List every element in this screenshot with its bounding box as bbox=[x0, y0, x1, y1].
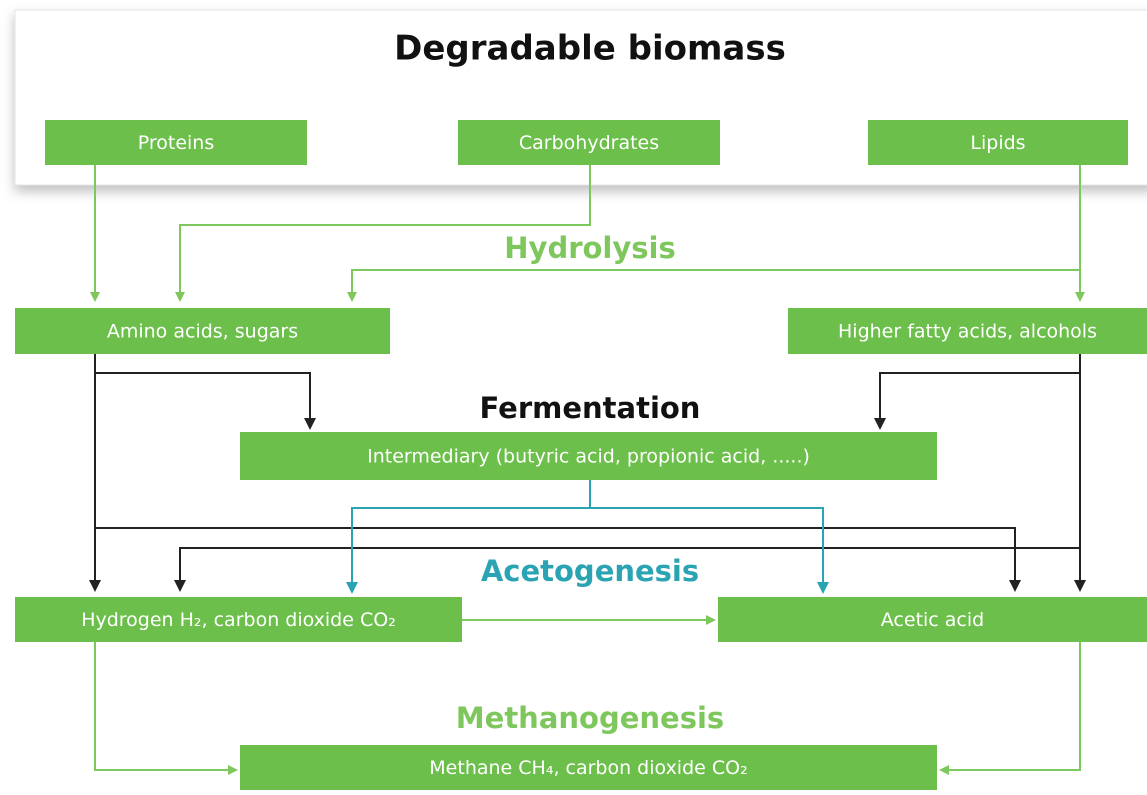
nodes: Proteins Carbohydrates Lipids Amino acids, … bbox=[15, 120, 1147, 790]
node-box bbox=[788, 308, 1147, 354]
node-box bbox=[458, 120, 720, 165]
node-label: Lipids bbox=[970, 132, 1025, 154]
node-box bbox=[240, 432, 937, 480]
node-box bbox=[718, 597, 1147, 642]
connectors bbox=[89, 165, 1086, 775]
node-box bbox=[45, 120, 307, 165]
node-box bbox=[15, 308, 390, 354]
node-box bbox=[15, 597, 462, 642]
node-label: Methane CH₄, carbon dioxide CO₂ bbox=[429, 757, 747, 779]
stage-label: Methanogenesis bbox=[456, 701, 724, 735]
node-box bbox=[240, 745, 937, 790]
title: Degradable biomass bbox=[394, 29, 786, 69]
node-label: Amino acids, sugars bbox=[107, 321, 298, 343]
stage-label: Hydrolysis bbox=[504, 231, 675, 265]
node-label: Proteins bbox=[138, 132, 215, 154]
node-label: Hydrogen H₂, carbon dioxide CO₂ bbox=[81, 609, 396, 631]
node-label: Carbohydrates bbox=[519, 132, 659, 154]
stage-label: Fermentation bbox=[480, 391, 701, 425]
stage-label: Acetogenesis bbox=[481, 554, 699, 588]
node-box bbox=[868, 120, 1128, 165]
node-label: Acetic acid bbox=[881, 609, 984, 631]
node-label: Intermediary (butyric acid, propionic ac… bbox=[367, 446, 810, 468]
node-label: Higher fatty acids, alcohols bbox=[838, 321, 1097, 343]
